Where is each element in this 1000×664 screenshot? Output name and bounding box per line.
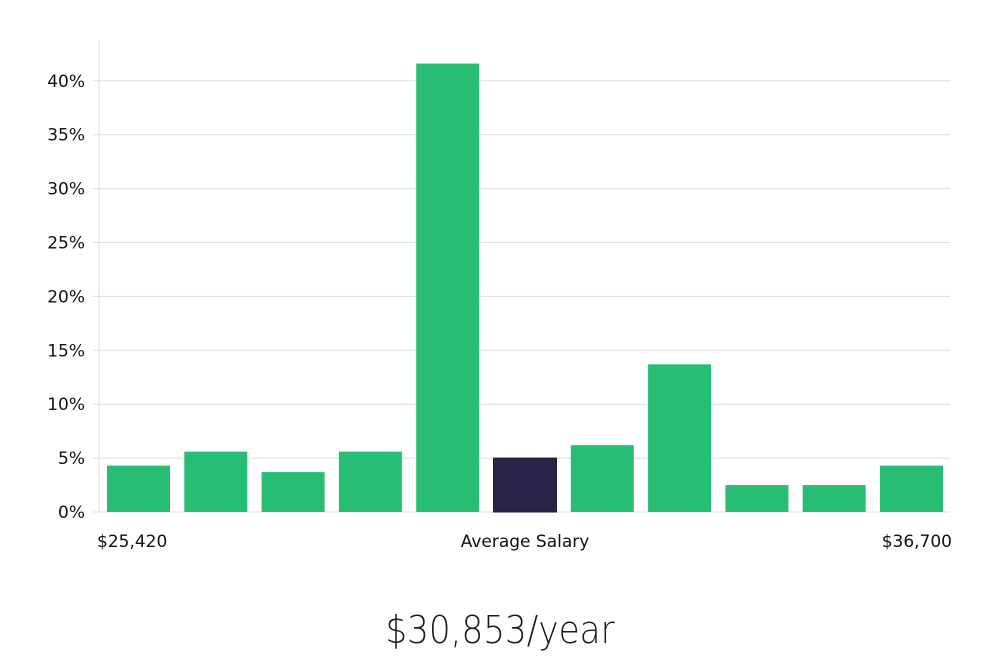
salary-bar xyxy=(261,472,325,512)
y-tick-labels: 0% 5% 10% 15% 20% 25% 30% 35% 40% xyxy=(47,72,99,523)
y-tick-label: 5% xyxy=(58,449,85,469)
average-salary-caption: $30,853/year xyxy=(385,608,615,652)
x-label-min-salary: $25,420 xyxy=(97,532,167,552)
salary-bar xyxy=(725,485,789,512)
y-tick-label: 40% xyxy=(47,72,85,92)
average-salary-bar xyxy=(493,457,557,513)
salary-bar xyxy=(107,465,170,512)
y-tick-label: 20% xyxy=(47,287,85,307)
salary-bar xyxy=(880,465,943,512)
x-label-max-salary: $36,700 xyxy=(882,532,952,552)
y-tick-label: 30% xyxy=(47,180,85,200)
y-tick-label: 25% xyxy=(47,234,85,254)
y-tick-label: 10% xyxy=(47,395,85,415)
salary-bar xyxy=(338,451,402,512)
salary-bar xyxy=(802,485,866,512)
bar-layer xyxy=(107,63,943,513)
y-tick-label: 35% xyxy=(47,126,85,146)
x-labels: $25,420 Average Salary $36,700 xyxy=(97,532,952,552)
salary-bar xyxy=(570,445,634,512)
y-tick-label: 15% xyxy=(47,341,85,361)
salary-bar xyxy=(416,63,480,512)
x-label-average-salary: Average Salary xyxy=(461,532,590,552)
salary-bar xyxy=(184,451,248,512)
grid-layer xyxy=(99,80,950,513)
salary-bar xyxy=(648,364,712,512)
y-tick-label: 0% xyxy=(58,503,85,523)
